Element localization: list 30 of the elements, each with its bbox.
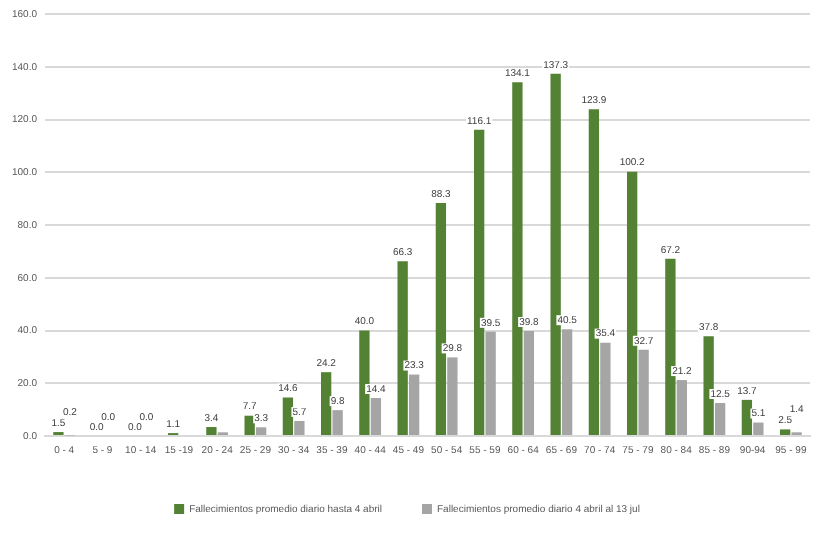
bar [359, 330, 370, 435]
bar [244, 415, 255, 435]
bar [676, 380, 688, 435]
bar [408, 374, 420, 435]
bar [473, 129, 485, 435]
bar [638, 349, 649, 435]
bar [626, 171, 638, 435]
bar [512, 82, 523, 435]
bar [255, 427, 267, 435]
bar [550, 73, 561, 435]
bar [600, 342, 611, 435]
bar [447, 357, 458, 435]
bar [561, 329, 573, 435]
bar [588, 109, 600, 435]
bar [703, 336, 714, 435]
bar [397, 261, 408, 435]
bar [741, 399, 753, 435]
bar [206, 427, 217, 435]
bar [523, 331, 535, 435]
bar [435, 203, 447, 435]
bar [294, 420, 305, 435]
bar [779, 429, 791, 435]
bar [320, 372, 332, 435]
bar [282, 397, 294, 435]
bar [332, 410, 343, 435]
bar [370, 398, 382, 435]
bar [714, 403, 726, 435]
bar [665, 258, 676, 435]
bar [485, 331, 496, 435]
bar [753, 422, 764, 435]
